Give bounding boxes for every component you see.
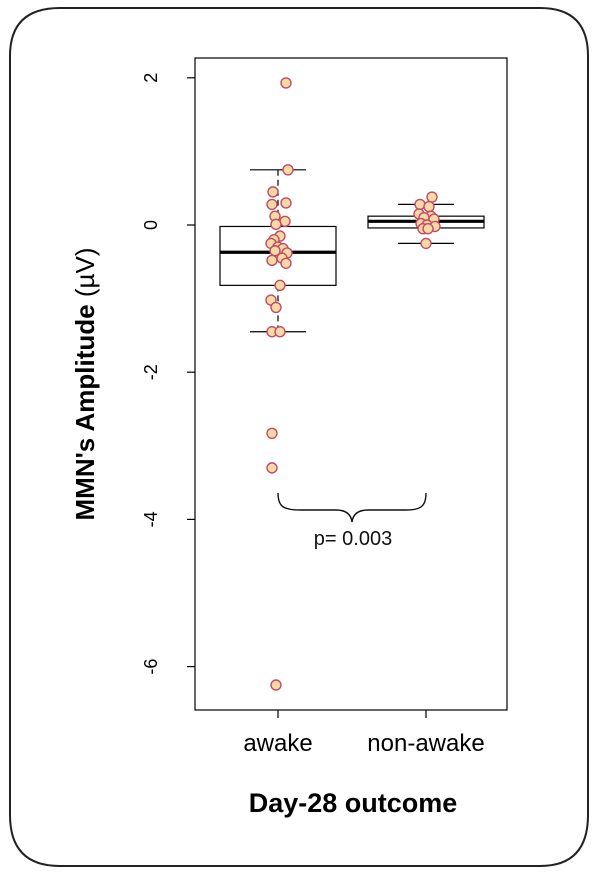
plot-area bbox=[194, 57, 508, 711]
p-value-annotation: p= 0.003 bbox=[314, 528, 392, 550]
data-point-awake bbox=[267, 186, 279, 198]
data-point-awake bbox=[280, 257, 292, 269]
data-point-awake bbox=[280, 197, 292, 209]
x-axis-label: Day-28 outcome bbox=[249, 788, 458, 818]
data-point-awake bbox=[274, 326, 286, 338]
data-point-non-awake bbox=[423, 200, 435, 213]
data-point-non-awake bbox=[420, 237, 432, 250]
y-tick-label: -6 bbox=[141, 659, 161, 675]
y-tick-label: 2 bbox=[141, 73, 161, 83]
data-point-awake bbox=[266, 427, 278, 439]
x-axis: awake non-awake bbox=[243, 710, 485, 757]
data-point-awake bbox=[270, 218, 282, 230]
data-point-awake bbox=[266, 254, 278, 267]
y-tick-label: -2 bbox=[141, 364, 161, 380]
y-axis-label: MMN's Amplitude (µV) bbox=[70, 248, 100, 521]
data-point-awake bbox=[282, 164, 294, 176]
y-tick-label: -4 bbox=[141, 511, 161, 527]
data-point-non-awake bbox=[422, 222, 434, 235]
data-point-awake bbox=[266, 198, 278, 211]
x-tick-label: non-awake bbox=[367, 730, 484, 757]
data-point-awake bbox=[266, 462, 278, 474]
significance-brace bbox=[277, 492, 427, 523]
data-point-awake bbox=[270, 301, 282, 314]
data-point-non-awake bbox=[426, 191, 438, 203]
data-point-awake bbox=[280, 77, 292, 89]
y-tick-label: 0 bbox=[141, 220, 161, 230]
data-point-awake bbox=[270, 679, 282, 691]
data-points bbox=[265, 77, 441, 691]
y-axis: 2 0 -2 -4 -6 bbox=[141, 73, 195, 675]
boxplot-chart: 2 0 -2 -4 -6 awake non-awake p= 0.003 MMN's A… bbox=[70, 57, 508, 818]
x-tick-label: awake bbox=[243, 730, 312, 757]
data-point-awake bbox=[274, 279, 286, 292]
